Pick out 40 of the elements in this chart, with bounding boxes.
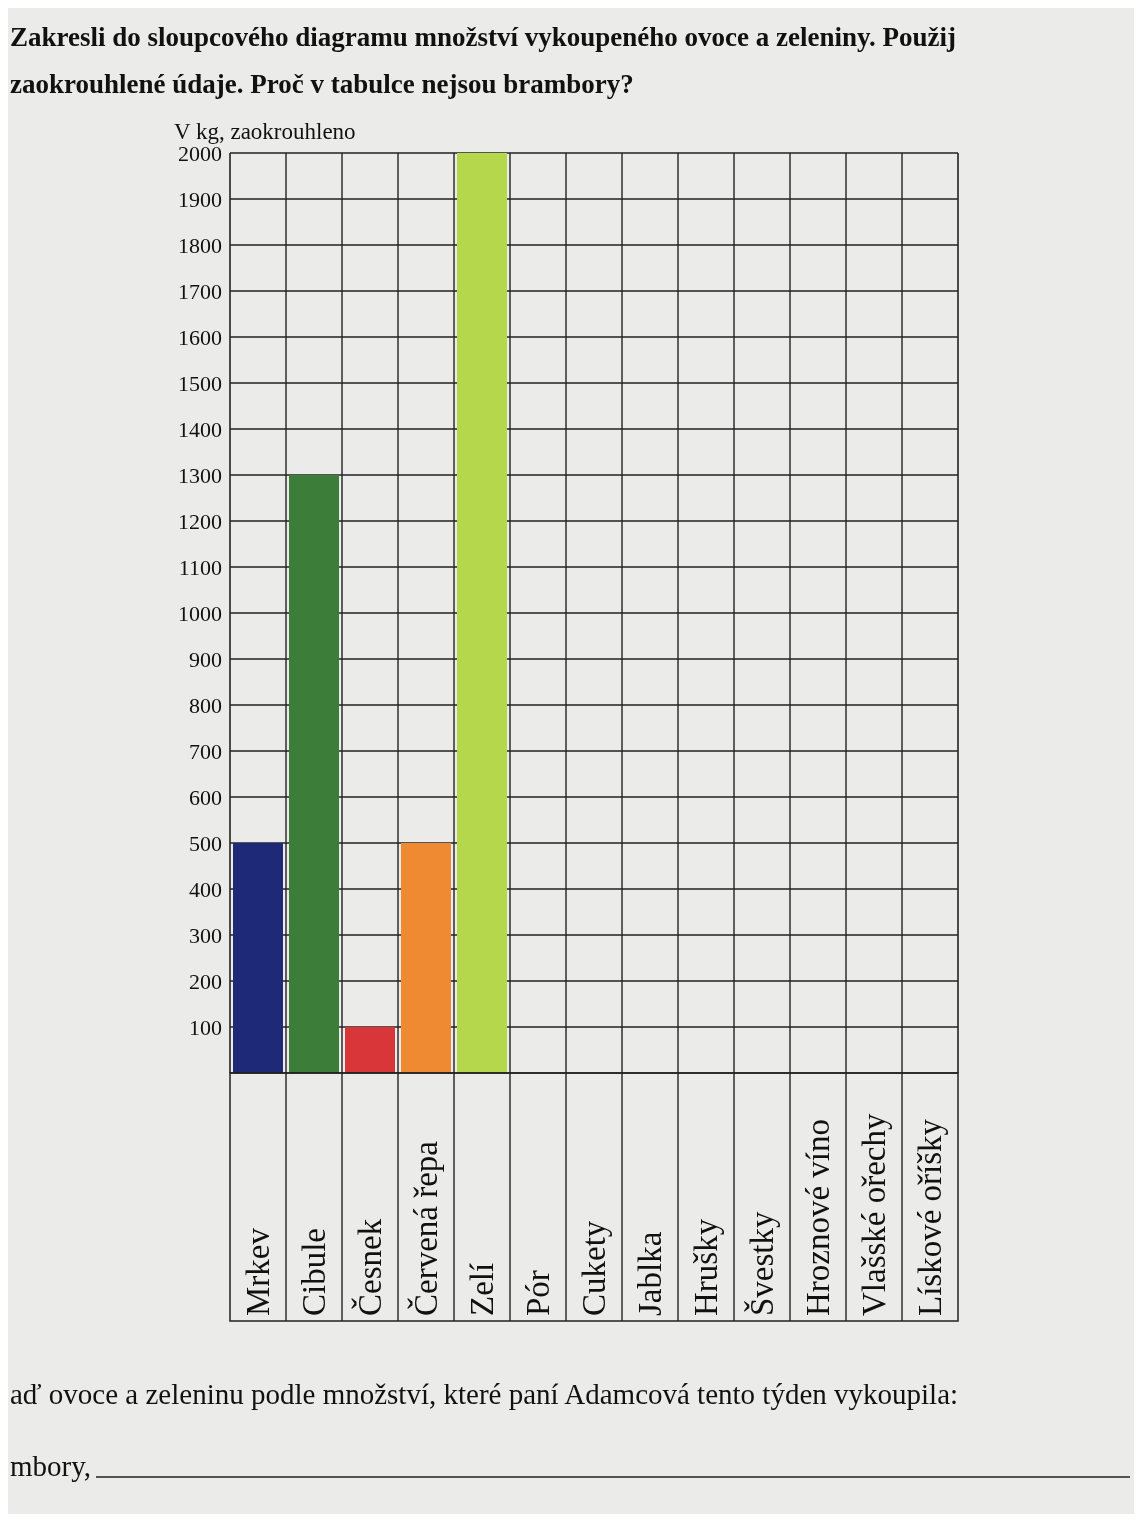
y-tick-label: 1100 [178,554,222,580]
y-tick-label: 1700 [178,278,222,304]
x-tick-label: Vlašské ořechy [856,1112,892,1316]
y-tick-label: 1400 [178,416,222,442]
bar [345,1027,395,1073]
y-tick-label: 1500 [178,370,222,396]
y-tick-label: 1800 [178,232,222,258]
bar [289,475,339,1073]
x-tick-label: Zelí [464,1262,500,1316]
x-tick-label: Pór [520,1270,556,1316]
x-tick-label: Česnek [351,1218,388,1316]
y-tick-label: 500 [189,830,222,856]
y-tick-label: 100 [189,1014,222,1040]
x-tick-label: Jablka [632,1231,668,1316]
x-tick-label: Červená řepa [407,1140,444,1316]
y-tick-label: 800 [189,692,222,718]
bar [233,843,283,1073]
x-tick-label: Cukety [576,1220,612,1316]
y-tick-label: 600 [189,784,222,810]
x-tick-label: Hroznové víno [800,1118,836,1316]
y-tick-label: 1300 [178,462,222,488]
x-tick-label: Mrkev [240,1227,276,1316]
bar [401,843,451,1073]
y-tick-label: 1200 [178,508,222,534]
x-tick-label: Hrušky [688,1218,724,1316]
x-tick-label: Švestky [743,1210,780,1316]
chart-title: Zakresli do sloupcového diagramu množství vykoupeného ovoce a zeleniny. Použij zaokrouhlené údaje. Proč v tabulce nejsou brambory? [10,21,958,101]
text: mbory, [10,1450,92,1482]
y-tick-label: 300 [189,922,222,948]
y-tick-label: 1900 [178,186,222,212]
text: aď ovoce a zeleninu podle množství, které paní Adamcová tento týden vykoupila: [10,1378,959,1410]
bar [457,153,507,1073]
x-tick-label: Lískové oříšky [912,1118,948,1316]
x-tick-label: Cibule [296,1228,332,1316]
y-tick-label: 700 [189,738,222,764]
y-tick-label: 1000 [178,600,222,626]
y-tick-label: 900 [189,646,222,672]
y-tick-label: 200 [189,968,222,994]
y-tick-label: 400 [189,876,222,902]
y-tick-label: 1600 [178,324,222,350]
